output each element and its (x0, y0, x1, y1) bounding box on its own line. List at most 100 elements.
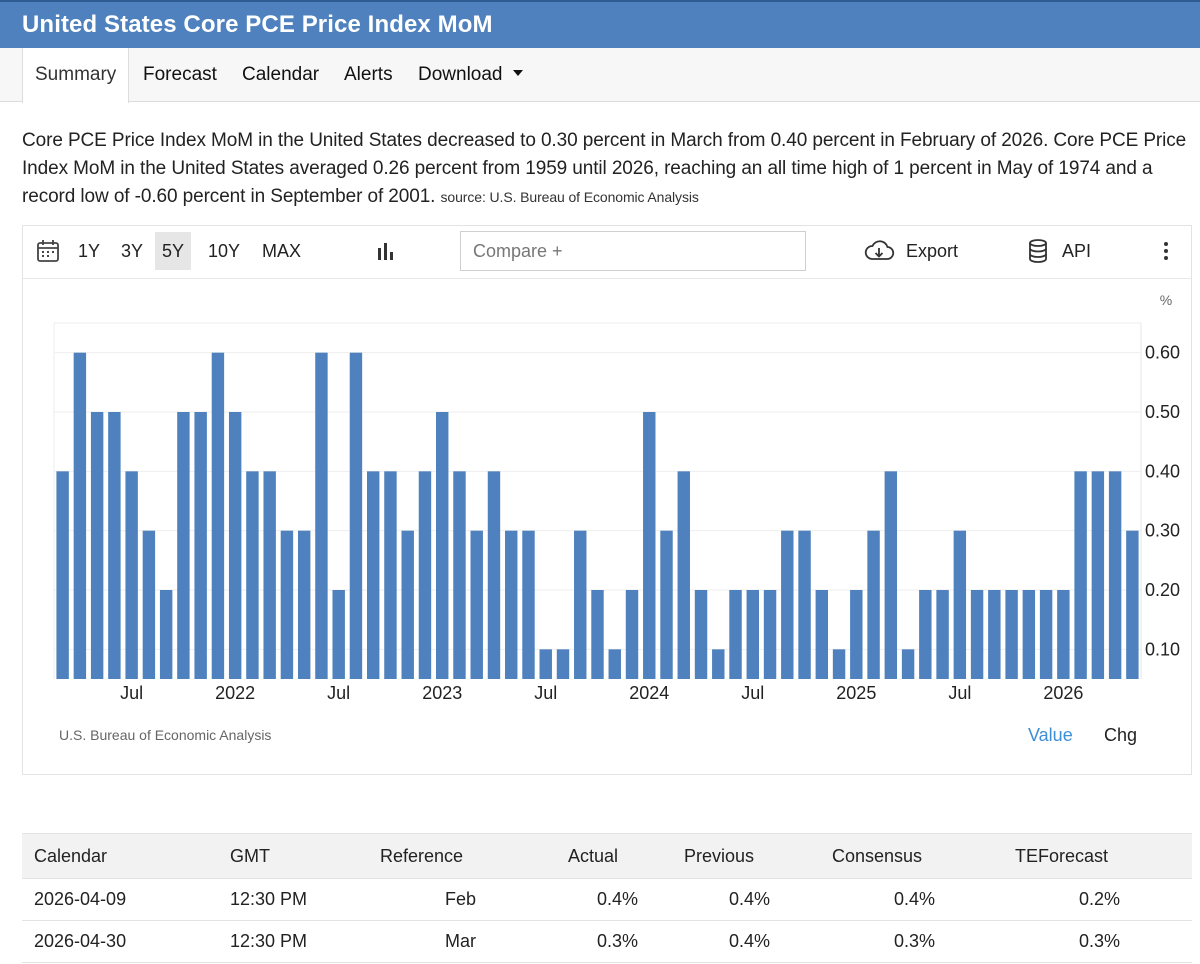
chart-bar (315, 352, 328, 679)
tab-alerts[interactable]: Alerts (344, 64, 393, 85)
chart-bar (1005, 590, 1018, 679)
col-header-previous: Previous (640, 833, 772, 879)
col-header-teforecast: TEForecast (937, 833, 1192, 879)
export-button[interactable]: Export (863, 238, 958, 264)
bar-chart-icon[interactable] (375, 240, 397, 267)
chart-bar (366, 471, 380, 679)
x-tick-label: 2022 (215, 683, 255, 703)
calendar-table: Calendar GMT Reference Actual Previous C… (22, 833, 1192, 963)
table-header-row: Calendar GMT Reference Actual Previous C… (22, 833, 1192, 879)
chart-bar (556, 649, 570, 679)
more-vertical-icon[interactable] (1161, 240, 1171, 267)
table-row: 2026-04-09 12:30 PM Feb 0.4% 0.4% 0.4% 0… (22, 878, 1192, 921)
cell-actual: 0.3% (488, 920, 640, 963)
chart-source: U.S. Bureau of Economic Analysis (59, 727, 272, 743)
cell-consensus: 0.3% (772, 920, 937, 963)
chart-bar (246, 471, 259, 679)
cell-consensus: 0.4% (772, 878, 937, 921)
y-tick-label: 0.50 (1145, 402, 1180, 422)
view-tab-chg[interactable]: Chg (1104, 725, 1138, 745)
chart-bar (1057, 590, 1070, 679)
chart-bar (677, 471, 690, 679)
chart-bar (574, 530, 587, 679)
chart-bar (625, 590, 639, 679)
caret-down-icon (512, 69, 523, 76)
tab-summary[interactable]: Summary (22, 48, 130, 103)
chart-bar (815, 590, 829, 679)
chart-bar (470, 530, 483, 679)
chart-bar (798, 530, 811, 679)
col-header-calendar: Calendar (22, 833, 230, 879)
chart-bar (1022, 590, 1036, 679)
range-10y[interactable]: 10Y (208, 241, 241, 261)
chart-bar (591, 590, 604, 679)
tab-calendar[interactable]: Calendar (242, 64, 320, 85)
bar-chart: % 0.10 0.20 0.30 0.40 0.50 0.60 Jul 2022 Jul 2023 J… (53, 292, 1180, 703)
cell-teforecast: 0.2% (937, 878, 1192, 921)
chart-bar (1108, 471, 1122, 679)
y-tick-label: 0.30 (1145, 521, 1180, 541)
chart-bar (73, 352, 87, 679)
chart-panel: 1Y 3Y 5Y 10Y MAX Export (22, 225, 1192, 775)
range-1y[interactable]: 1Y (78, 241, 101, 261)
chart-bar (970, 590, 984, 679)
tab-download-label: Download (418, 64, 503, 85)
compare-input[interactable] (460, 231, 806, 271)
x-tick-label: 2024 (629, 683, 669, 703)
chart-toolbar: 1Y 3Y 5Y 10Y MAX Export (23, 226, 1191, 279)
chart-bar (988, 590, 1001, 679)
x-tick-label: Jul (948, 683, 971, 703)
col-header-consensus: Consensus (772, 833, 937, 879)
chart-bar (177, 412, 190, 679)
chart-bar (297, 530, 311, 679)
chart-bar (1126, 530, 1139, 679)
range-3y[interactable]: 3Y (121, 241, 144, 261)
range-5y[interactable]: 5Y (155, 232, 192, 270)
chart-bar (522, 530, 535, 679)
chart-bar (211, 352, 225, 679)
cell-teforecast: 0.3% (937, 920, 1192, 963)
description-source: source: U.S. Bureau of Economic Analysis (440, 189, 699, 205)
range-max[interactable]: MAX (262, 241, 302, 261)
api-label: API (1062, 240, 1092, 261)
chart-bar (56, 471, 69, 679)
x-tick-label: 2026 (1043, 683, 1083, 703)
chart-bar (401, 530, 414, 679)
chart-bar (643, 412, 656, 679)
tab-forecast[interactable]: Forecast (143, 64, 217, 85)
cloud-download-icon (864, 240, 895, 260)
table-row: 2026-04-30 12:30 PM Mar 0.3% 0.4% 0.3% 0… (22, 920, 1192, 963)
view-tab-value[interactable]: Value (1028, 725, 1073, 745)
chart-bar (159, 590, 173, 679)
chart-bar (487, 471, 501, 679)
x-tick-label: Jul (327, 683, 350, 703)
nav-tabs: Summary Forecast Calendar Alerts Downloa… (0, 48, 1200, 103)
chart-bar (505, 530, 518, 679)
chart-bar (453, 471, 466, 679)
chart-bar (850, 590, 863, 679)
chart-bar (919, 590, 932, 679)
chart-bar (384, 471, 397, 679)
chart-bar (108, 412, 121, 679)
chart-bar (832, 649, 846, 679)
cell-gmt: 12:30 PM (230, 920, 380, 963)
cell-actual: 0.4% (488, 878, 640, 921)
chart-bar (1039, 590, 1053, 679)
chart-bar (694, 590, 708, 679)
col-header-actual: Actual (488, 833, 640, 879)
page-header: United States Core PCE Price Index MoM (0, 0, 1200, 48)
chart-bar (332, 590, 345, 679)
chart-bar (1091, 471, 1105, 679)
chart-bar (763, 590, 777, 679)
chart-bar (746, 590, 759, 679)
chart-bar (228, 412, 242, 679)
cell-reference: Feb (380, 878, 488, 921)
cell-reference: Mar (380, 920, 488, 963)
api-button[interactable]: API (1027, 238, 1091, 264)
calendar-icon[interactable] (35, 238, 61, 269)
chart-bar (901, 649, 915, 679)
tab-download[interactable]: Download (418, 48, 523, 102)
chart-bar (1074, 471, 1087, 679)
chart-bar (263, 471, 276, 679)
x-tick-label: 2023 (422, 683, 462, 703)
